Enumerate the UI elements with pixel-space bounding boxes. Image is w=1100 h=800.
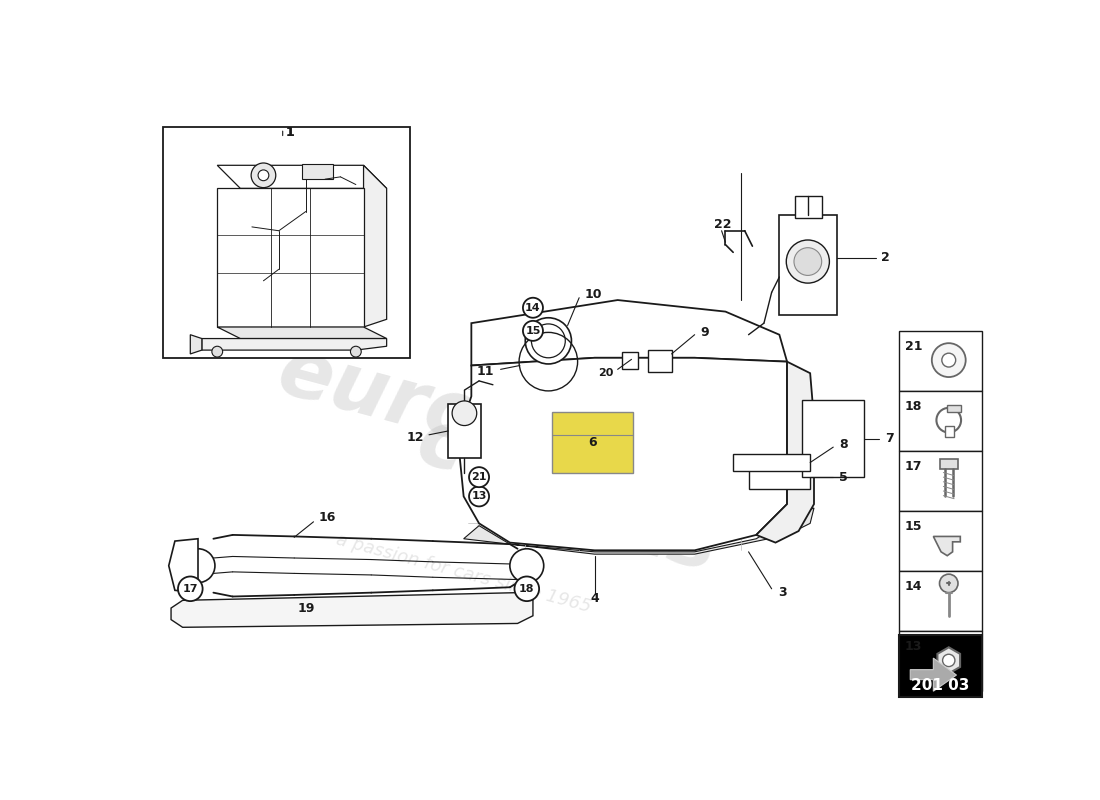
Circle shape (251, 163, 276, 188)
Polygon shape (911, 658, 957, 691)
Circle shape (531, 324, 565, 358)
Polygon shape (363, 166, 387, 327)
Circle shape (939, 574, 958, 593)
Circle shape (932, 343, 966, 377)
Text: 18: 18 (905, 400, 922, 413)
Polygon shape (464, 508, 814, 554)
Bar (649, 350, 671, 372)
Bar (794, 196, 822, 218)
Text: 21: 21 (905, 340, 923, 353)
Text: 201 03: 201 03 (911, 678, 969, 693)
Bar (899, 571, 982, 631)
Text: 5: 5 (838, 470, 847, 484)
Text: car: car (408, 402, 565, 514)
Bar (947, 405, 961, 413)
Polygon shape (218, 166, 387, 188)
Bar (163, 126, 409, 358)
Circle shape (351, 346, 361, 357)
Text: 2: 2 (881, 251, 890, 264)
Bar (301, 164, 333, 179)
Circle shape (515, 577, 539, 601)
Circle shape (469, 467, 490, 487)
Polygon shape (202, 338, 387, 350)
Text: 13: 13 (905, 640, 922, 654)
Circle shape (794, 248, 822, 275)
Bar (899, 391, 982, 451)
Bar (749, 466, 810, 489)
Polygon shape (937, 647, 960, 674)
Text: 1: 1 (286, 126, 295, 139)
Circle shape (943, 654, 955, 666)
Polygon shape (757, 362, 814, 542)
Bar (803, 400, 865, 477)
Text: 15: 15 (905, 520, 923, 534)
Bar (449, 404, 481, 458)
Text: 17: 17 (183, 584, 198, 594)
Circle shape (212, 346, 222, 357)
Polygon shape (472, 300, 788, 366)
Text: a passion for cars since 1965: a passion for cars since 1965 (334, 530, 593, 616)
Text: 16: 16 (318, 511, 336, 525)
Bar (899, 631, 982, 691)
Text: 11: 11 (477, 365, 495, 378)
Bar (899, 635, 982, 697)
Polygon shape (460, 358, 788, 550)
Circle shape (942, 353, 956, 367)
Polygon shape (218, 188, 363, 327)
Polygon shape (168, 538, 198, 593)
Polygon shape (172, 593, 534, 627)
Text: 20: 20 (597, 368, 613, 378)
Polygon shape (933, 537, 960, 556)
Text: 14: 14 (525, 302, 541, 313)
Circle shape (452, 401, 476, 426)
Text: 1: 1 (286, 126, 295, 139)
Polygon shape (218, 327, 387, 338)
Bar (899, 331, 982, 391)
Bar (899, 511, 982, 571)
Text: 10: 10 (584, 288, 602, 301)
Text: euro: euro (268, 332, 490, 461)
Circle shape (526, 318, 572, 364)
Circle shape (469, 486, 490, 506)
Circle shape (258, 170, 268, 181)
Circle shape (178, 577, 202, 601)
Bar (939, 458, 958, 470)
Circle shape (509, 549, 543, 582)
Bar (552, 412, 634, 474)
Circle shape (182, 549, 214, 582)
Bar (899, 451, 982, 511)
Bar (779, 215, 837, 315)
Text: 8: 8 (839, 438, 848, 450)
Circle shape (786, 240, 829, 283)
Text: 19: 19 (297, 602, 315, 614)
Polygon shape (190, 334, 202, 354)
Text: 4: 4 (591, 591, 598, 605)
Text: 17: 17 (905, 460, 923, 474)
Text: 13: 13 (472, 491, 486, 502)
Text: 6: 6 (587, 436, 596, 449)
Text: parts: parts (477, 451, 727, 588)
Text: 14: 14 (905, 580, 923, 594)
Text: 3: 3 (778, 586, 786, 599)
Circle shape (522, 298, 543, 318)
Text: 12: 12 (406, 430, 424, 444)
Circle shape (522, 321, 543, 341)
Text: 21: 21 (471, 472, 487, 482)
Text: 22: 22 (714, 218, 732, 231)
Bar (621, 352, 638, 369)
Text: 9: 9 (700, 326, 708, 339)
Text: 15: 15 (526, 326, 540, 336)
Bar (733, 454, 810, 471)
Text: 18: 18 (519, 584, 535, 594)
Bar (945, 426, 954, 437)
Text: 7: 7 (884, 432, 893, 445)
